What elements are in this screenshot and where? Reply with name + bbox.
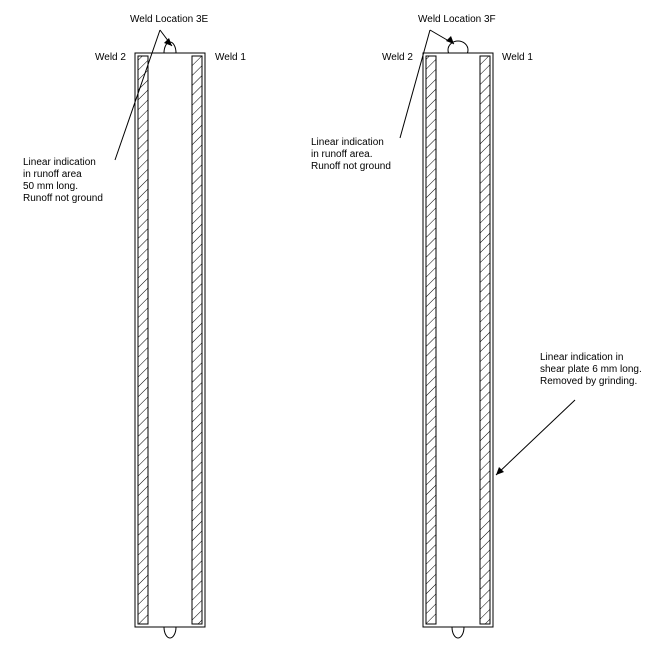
svg-text:Runoff not ground: Runoff not ground (311, 161, 391, 172)
svg-text:50 mm long.: 50 mm long. (23, 181, 78, 192)
svg-text:Linear indication in: Linear indication in (540, 352, 623, 363)
svg-text:Linear indication: Linear indication (23, 157, 96, 168)
svg-text:Removed by grinding.: Removed by grinding. (540, 376, 637, 387)
svg-text:Runoff not ground: Runoff not ground (23, 193, 103, 204)
svg-text:Weld 2: Weld 2 (382, 52, 413, 63)
svg-text:Weld Location 3E: Weld Location 3E (130, 14, 209, 25)
svg-text:shear plate 6 mm long.: shear plate 6 mm long. (540, 364, 642, 375)
svg-text:in runoff area.: in runoff area. (311, 149, 373, 160)
svg-text:Weld 1: Weld 1 (215, 52, 246, 63)
svg-text:Weld Location 3F: Weld Location 3F (418, 14, 496, 25)
svg-text:Weld 2: Weld 2 (95, 52, 126, 63)
svg-text:Linear indication: Linear indication (311, 137, 384, 148)
svg-text:Weld 1: Weld 1 (502, 52, 533, 63)
svg-text:in runoff area: in runoff area (23, 169, 82, 180)
